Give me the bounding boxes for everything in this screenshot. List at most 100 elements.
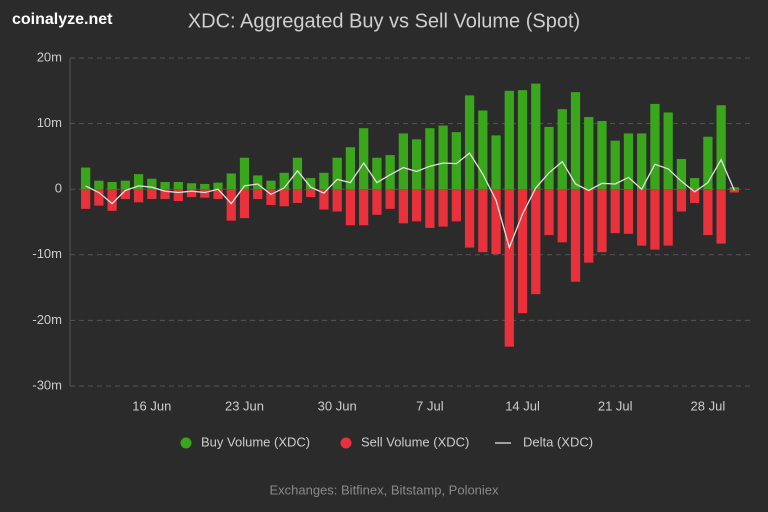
- chart-title: XDC: Aggregated Buy vs Sell Volume (Spot…: [188, 10, 580, 32]
- x-tick-label: 23 Jun: [225, 398, 264, 413]
- bar: [80, 167, 91, 190]
- bar: [239, 189, 250, 219]
- bar: [438, 125, 448, 190]
- bar: [650, 103, 660, 190]
- legend-label: Delta (XDC): [523, 434, 593, 449]
- bar: [213, 182, 223, 190]
- bar: [173, 181, 183, 190]
- x-tick-label: 14 Jul: [505, 398, 540, 413]
- bar: [372, 189, 382, 215]
- bar: [372, 157, 382, 190]
- bar: [716, 105, 726, 190]
- bar: [160, 189, 170, 200]
- bar: [597, 189, 607, 253]
- bar: [584, 189, 594, 263]
- bar: [319, 189, 329, 210]
- bar: [438, 189, 448, 227]
- bar: [253, 175, 263, 190]
- footer: Exchanges: Bitfinex, Bitstamp, Poloniex: [269, 482, 499, 497]
- bar: [517, 90, 528, 190]
- bar: [266, 189, 276, 205]
- bar: [690, 189, 700, 203]
- bar: [385, 155, 395, 190]
- bar: [253, 189, 263, 200]
- bar: [411, 139, 422, 190]
- bar: [623, 189, 634, 234]
- bar: [544, 189, 554, 236]
- bar: [544, 126, 554, 190]
- bar: [637, 133, 647, 190]
- bar: [306, 178, 316, 190]
- bar: [133, 174, 144, 190]
- bar: [729, 187, 740, 190]
- bar: [359, 128, 369, 190]
- bar: [107, 189, 117, 211]
- bar: [279, 172, 289, 190]
- bar: [451, 189, 461, 222]
- bar: [292, 189, 303, 203]
- bar: [610, 189, 620, 234]
- bar: [637, 189, 647, 246]
- bar: [332, 189, 342, 212]
- bar: [597, 120, 607, 190]
- bar: [385, 189, 395, 209]
- bar: [147, 178, 157, 190]
- site-logo: coinalyze.net: [12, 11, 113, 28]
- x-tick-label: 7 Jul: [416, 398, 444, 413]
- bar: [200, 183, 210, 190]
- bar: [464, 95, 475, 190]
- bar: [584, 117, 594, 190]
- bar: [345, 189, 356, 226]
- y-tick-label: -20m: [32, 312, 62, 327]
- bar: [80, 189, 91, 209]
- bar: [517, 189, 528, 314]
- bar: [120, 180, 130, 190]
- bar: [531, 83, 541, 190]
- legend-marker: [180, 437, 192, 449]
- delta-line: [85, 152, 735, 250]
- y-tick-label: -10m: [32, 246, 62, 261]
- bar: [676, 159, 687, 190]
- bar: [650, 189, 660, 250]
- bar: [491, 135, 501, 190]
- bar: [425, 189, 435, 228]
- bar: [504, 189, 514, 347]
- bar: [266, 180, 276, 190]
- x-tick-label: 16 Jun: [132, 398, 171, 413]
- x-tick-label: 30 Jun: [318, 398, 357, 413]
- bar: [94, 180, 104, 190]
- bar: [570, 189, 581, 282]
- bar: [160, 181, 170, 190]
- bar: [610, 140, 620, 190]
- bar: [729, 189, 740, 193]
- bar: [120, 189, 130, 200]
- bar: [703, 189, 713, 236]
- bar: [570, 92, 581, 190]
- bar: [213, 189, 223, 200]
- bar: [319, 172, 329, 190]
- bar: [663, 189, 673, 246]
- bar: [478, 110, 488, 190]
- bar: [226, 173, 236, 190]
- bar: [690, 178, 700, 190]
- bar: [332, 157, 342, 190]
- bar: [345, 147, 356, 190]
- bar: [557, 109, 567, 190]
- bar: [186, 183, 197, 190]
- bar: [451, 132, 461, 190]
- bar: [676, 189, 687, 212]
- y-tick-label: -30m: [32, 377, 62, 392]
- bar: [504, 90, 514, 190]
- bar: [531, 189, 541, 295]
- bar: [173, 189, 183, 202]
- y-tick-label: 0: [55, 181, 62, 196]
- bar: [491, 189, 501, 255]
- legend-label: Buy Volume (XDC): [201, 434, 310, 449]
- legend-marker: [340, 437, 352, 449]
- bar: [398, 133, 409, 190]
- legend-label: Sell Volume (XDC): [361, 434, 469, 449]
- bar: [292, 157, 303, 190]
- y-tick-label: 10m: [37, 115, 62, 130]
- bar: [716, 189, 726, 244]
- bar: [279, 189, 289, 207]
